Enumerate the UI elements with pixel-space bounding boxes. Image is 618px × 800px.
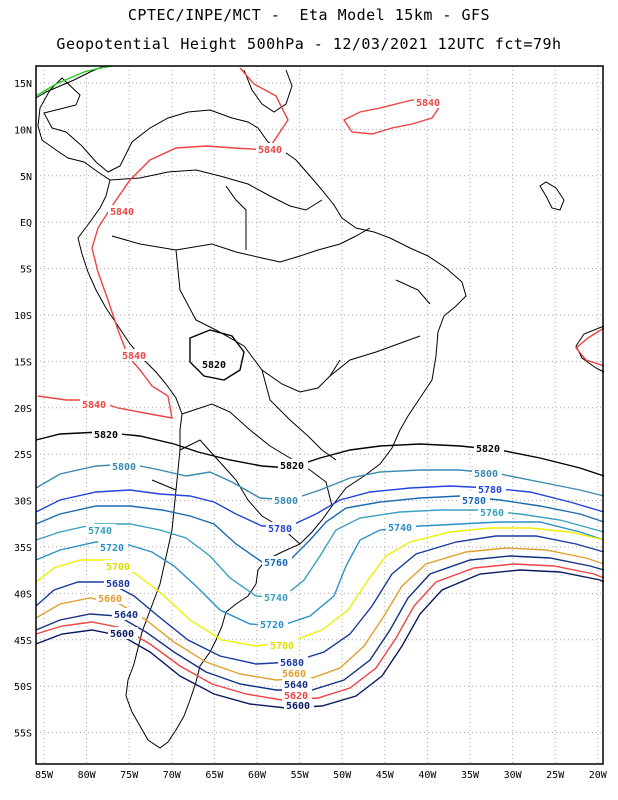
contour-label: 5820 [280, 461, 304, 472]
contour-label: 5820 [94, 430, 118, 441]
longitude-labels: 85W 80W 75W 70W 65W 60W 55W 50W 45W 40W 35W 30W 25W 2… [35, 770, 608, 781]
contour-label: 5840 [258, 145, 282, 156]
contour-5740-line [35, 509, 605, 599]
map-frame [35, 65, 604, 765]
contour-label: 5840 [110, 207, 134, 218]
contour-label: 5840 [122, 351, 146, 362]
contour-label: 5820 [202, 360, 226, 371]
latitude-tick-label: 5S [20, 265, 32, 276]
longitude-tick-label: 50W [333, 770, 352, 781]
longitude-tick-label: 30W [504, 770, 523, 781]
longitude-tick-label: 25W [546, 770, 565, 781]
contour-label: 5640 [114, 610, 138, 621]
longitude-tick-label: 70W [163, 770, 182, 781]
latitude-tick-label: 20S [14, 404, 32, 415]
contour-label: 5680 [106, 579, 130, 590]
contour-label: 5780 [478, 485, 502, 496]
latitude-tick-label: 10N [14, 125, 32, 136]
longitude-tick-label: 55W [291, 770, 310, 781]
longitude-tick-label: 20W [589, 770, 608, 781]
contour-5660-line [35, 547, 605, 681]
longitude-tick-label: 40W [418, 770, 437, 781]
contour-label: 5660 [282, 669, 306, 680]
contour-label: 5600 [110, 629, 134, 640]
contour-label: 5720 [100, 543, 124, 554]
contour-label: 5740 [264, 593, 288, 604]
latitude-tick-label: 55S [14, 729, 32, 740]
contour-5760-line [35, 495, 605, 563]
latitude-tick-label: 45S [14, 636, 32, 647]
contour-label: 5600 [286, 701, 310, 712]
latitude-tick-label: 40S [14, 589, 32, 600]
contour-5820-closed-line [189, 329, 245, 381]
map-title: CPTEC/INPE/MCT - Eta Model 15km - GFS [127, 6, 491, 24]
contour-label: 5660 [98, 594, 122, 605]
contour-5640-line [35, 555, 605, 691]
contour-label: 5740 [388, 523, 412, 534]
coastline [35, 65, 605, 749]
contour-label: 5760 [264, 558, 288, 569]
longitude-tick-label: 65W [205, 770, 224, 781]
contour-label: 5740 [88, 526, 112, 537]
latitude-tick-label: 5N [20, 172, 32, 183]
map-subtitle: Geopotential Height 500hPa - 12/03/2021 … [56, 35, 562, 53]
latitude-tick-label: 15S [14, 357, 32, 368]
contour-label: 5620 [284, 691, 308, 702]
longitude-tick-label: 80W [78, 770, 97, 781]
contour-label: 5820 [476, 444, 500, 455]
contour-label: 5700 [106, 562, 130, 573]
contour-label: 5800 [274, 496, 298, 507]
contour-5880-line [35, 65, 113, 97]
contour-label: 5680 [280, 658, 304, 669]
contour-label: 5640 [284, 680, 308, 691]
contour-label: 5800 [474, 469, 498, 480]
contour-label: 5780 [462, 496, 486, 507]
contour-label: 5800 [112, 462, 136, 473]
contour-5840-atlantic-blob [342, 95, 441, 135]
latitude-tick-label: 10S [14, 311, 32, 322]
contour-label: 5840 [82, 400, 106, 411]
grid [36, 66, 603, 764]
latitude-tick-label: 50S [14, 682, 32, 693]
contour-label: 5760 [480, 508, 504, 519]
contour-labels: 5840 5840 5840 5840 5840 5820 5820 5820 … [80, 96, 508, 712]
longitude-tick-label: 60W [248, 770, 267, 781]
longitude-tick-label: 45W [376, 770, 395, 781]
latitude-tick-label: 35S [14, 543, 32, 554]
contour-label: 5700 [270, 641, 294, 652]
contour-label: 5780 [268, 524, 292, 535]
latitude-tick-label: 25S [14, 450, 32, 461]
contour-5720-line [35, 521, 605, 627]
latitude-tick-label: EQ [20, 218, 32, 229]
latitude-tick-label: 15N [14, 79, 32, 90]
contour-label: 5720 [260, 620, 284, 631]
longitude-tick-label: 35W [461, 770, 480, 781]
latitude-tick-label: 30S [14, 497, 32, 508]
longitude-tick-label: 85W [35, 770, 54, 781]
contour-5840-east-line [575, 327, 605, 367]
latitude-labels: 15N 10N 5N EQ 5S 10S 15S 20S 25S 30S 35S 40S 45S 50S 5… [14, 79, 32, 740]
contour-label: 5840 [416, 98, 440, 109]
longitude-tick-label: 75W [120, 770, 139, 781]
